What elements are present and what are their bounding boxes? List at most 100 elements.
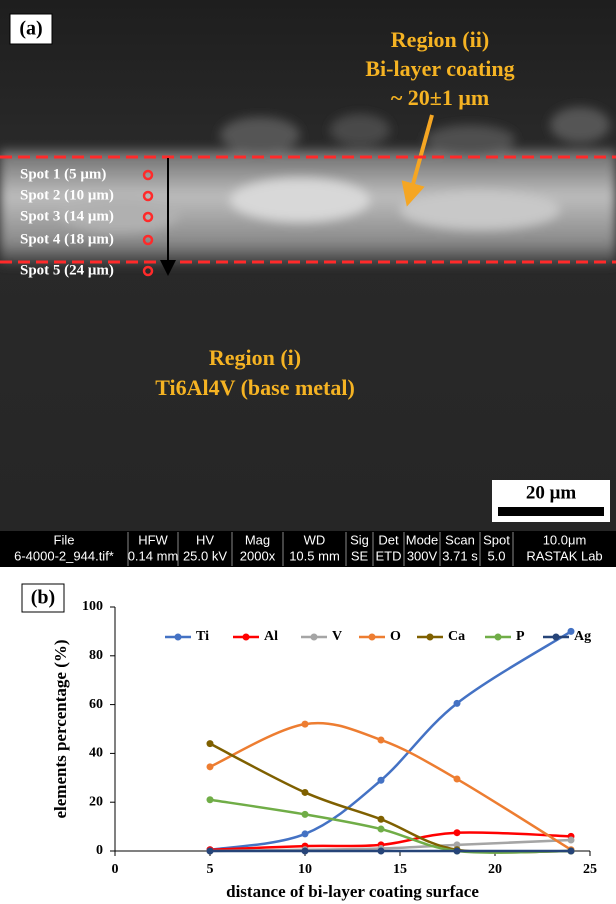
data-point xyxy=(567,847,575,855)
data-point xyxy=(301,810,309,818)
info-value: ETD xyxy=(376,548,402,563)
spot-label: Spot 2 (10 μm) xyxy=(20,187,114,203)
spot-marker xyxy=(142,190,154,202)
data-point xyxy=(453,699,461,707)
panel-label: (b) xyxy=(31,587,55,609)
y-tick-label: 20 xyxy=(89,794,103,809)
panel-label-box xyxy=(9,13,53,45)
data-point xyxy=(301,847,309,855)
info-value: 5.0 xyxy=(487,548,505,563)
data-point xyxy=(453,829,461,837)
info-value: 25.0 kV xyxy=(183,548,227,563)
data-point xyxy=(206,796,214,804)
region-label: Region (i) xyxy=(209,345,301,370)
info-value: 300V xyxy=(407,548,438,563)
legend-label: Ag xyxy=(574,629,591,644)
data-point xyxy=(206,847,214,855)
legend-marker xyxy=(552,633,560,641)
legend-label: P xyxy=(516,629,525,644)
region-label: Bi-layer coating xyxy=(365,56,514,81)
data-point xyxy=(377,825,385,833)
data-point xyxy=(301,830,309,838)
legend-label: V xyxy=(332,629,342,644)
panel-label: (a) xyxy=(19,18,42,40)
data-point xyxy=(206,763,214,771)
y-tick-label: 0 xyxy=(96,843,103,858)
x-tick-label: 10 xyxy=(298,862,312,877)
legend-label: O xyxy=(390,629,401,644)
info-header: WD xyxy=(304,532,326,547)
x-tick-label: 0 xyxy=(112,862,119,877)
info-header: Sig xyxy=(350,532,369,547)
y-tick-label: 60 xyxy=(89,697,103,712)
legend-marker xyxy=(174,633,182,641)
data-point xyxy=(206,740,214,748)
y-tick-label: 80 xyxy=(89,648,103,663)
region-label: Ti6Al4V (base metal) xyxy=(155,375,355,400)
info-header: File xyxy=(54,532,75,547)
spot-label: Spot 3 (14 μm) xyxy=(20,208,114,224)
spot-marker xyxy=(142,169,154,181)
region-label: Region (ii) xyxy=(391,27,489,52)
y-axis-label: elements percentage (%) xyxy=(51,639,70,818)
scale-bar xyxy=(498,507,604,516)
data-point xyxy=(301,788,309,796)
panel-label-box xyxy=(21,583,65,613)
x-axis-label: distance of bi-layer coating surface xyxy=(226,882,479,901)
data-point xyxy=(567,836,575,844)
scale-bar-label: 20 μm xyxy=(526,482,577,503)
pointer-arrow xyxy=(401,114,434,207)
legend-marker xyxy=(494,633,502,641)
legend-label: Ti xyxy=(196,629,209,644)
data-point xyxy=(377,815,385,823)
data-point xyxy=(301,720,309,728)
legend-marker xyxy=(310,633,318,641)
data-point xyxy=(377,776,385,784)
series-line xyxy=(209,630,572,852)
x-tick-label: 25 xyxy=(583,862,597,877)
info-value: 0.14 mm xyxy=(128,548,179,563)
info-value: 3.71 s xyxy=(442,548,478,563)
spot-label: Spot 1 (5 μm) xyxy=(20,166,106,182)
data-point xyxy=(377,736,385,744)
info-value: 2000x xyxy=(240,548,276,563)
info-header: Scan xyxy=(445,532,475,547)
info-value: 6-4000-2_944.tif* xyxy=(14,548,114,563)
chart: 0 20 40 60 80 100 0 5 10 15 20 25 distance of bi-lay… xyxy=(51,599,597,901)
y-tick-label: 40 xyxy=(89,746,103,761)
info-value: SE xyxy=(351,548,369,563)
x-tick-label: 20 xyxy=(488,862,502,877)
spot-group: Spot 1 (5 μm) Spot 2 (10 μm) Spot 3 (14 μm… xyxy=(20,166,154,278)
info-header: HV xyxy=(196,532,214,547)
legend-marker xyxy=(242,633,250,641)
data-point xyxy=(453,847,461,855)
data-point xyxy=(567,627,575,635)
sem-image xyxy=(0,0,616,531)
info-header: HFW xyxy=(138,532,168,547)
y-tick-label: 100 xyxy=(82,599,103,614)
x-tick-label: 5 xyxy=(207,862,214,877)
spot-label: Spot 4 (18 μm) xyxy=(20,231,114,247)
data-point xyxy=(453,775,461,783)
info-header: Det xyxy=(378,532,399,547)
series-line xyxy=(209,838,572,853)
spot-marker xyxy=(142,265,154,277)
series-line xyxy=(209,742,572,854)
info-header: Spot xyxy=(483,532,510,547)
data-point xyxy=(377,847,385,855)
coating-texture xyxy=(0,107,616,265)
legend-label: Ca xyxy=(448,629,465,644)
info-value: 10.5 mm xyxy=(289,548,340,563)
x-tick-label: 15 xyxy=(393,862,407,877)
region-label: ~ 20±1 μm xyxy=(391,85,489,110)
info-header: 10.0μm xyxy=(543,532,587,547)
spot-label: Spot 5 (24 μm) xyxy=(20,262,114,278)
spot-marker xyxy=(142,234,154,246)
data-point xyxy=(453,841,461,849)
info-header: Mag xyxy=(245,532,270,547)
spot-marker xyxy=(142,211,154,223)
legend-marker xyxy=(368,633,376,641)
